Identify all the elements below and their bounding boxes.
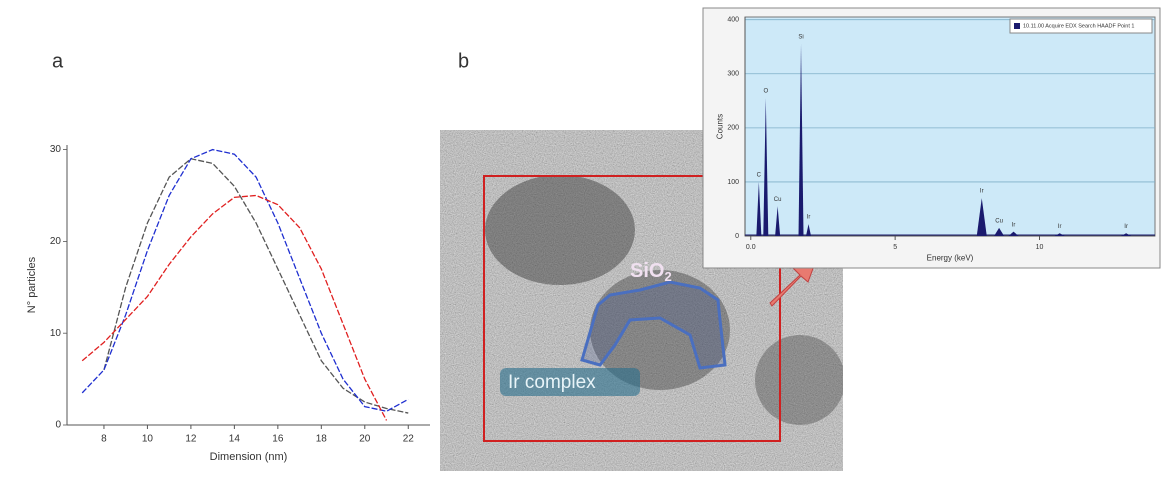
x-tick-label: 5	[893, 244, 897, 251]
peak	[763, 98, 769, 236]
x-tick-label: 12	[185, 434, 197, 445]
label-background	[500, 368, 640, 396]
x-axis-title: Energy (keV)	[927, 254, 974, 263]
peak-label: Ir	[1124, 224, 1128, 230]
peak-label: Cu	[995, 218, 1003, 224]
y-tick-label: 0	[55, 420, 61, 431]
panel-label: b	[458, 50, 469, 72]
particle	[755, 335, 843, 425]
peak	[976, 198, 987, 236]
peak	[994, 227, 1005, 236]
chart-a: 0 10 20 30 8 10 12 14 16 18 20 22 Dimension (nm) N° p…	[26, 144, 430, 463]
chart-b: 0 100 200 300 400 0.0 5 10 Energy (keV) Counts C O C…	[716, 17, 1155, 263]
legend-swatch	[1014, 23, 1020, 29]
peak	[806, 224, 812, 236]
peak-label: Ir	[1012, 222, 1016, 228]
y-tick-label: 300	[727, 71, 739, 78]
x-tick-label: 8	[101, 434, 107, 445]
peak-label: Cu	[774, 197, 782, 203]
x-tick-label: 10	[1036, 244, 1044, 251]
peak-label: Ir	[807, 215, 811, 221]
x-tick-label: 18	[316, 434, 328, 445]
y-tick-label: 10	[50, 328, 62, 339]
y-tick-label: 20	[50, 236, 62, 247]
sio2-label: SiO2	[630, 260, 672, 284]
sio2-outline	[580, 280, 727, 370]
selection-box	[483, 175, 781, 442]
y-tick-label: 200	[727, 125, 739, 132]
curve	[81, 194, 388, 421]
peak	[756, 181, 762, 236]
y-tick-label: 0	[735, 233, 739, 240]
panel-label: a	[52, 50, 64, 72]
x-tick-label: 16	[272, 434, 284, 445]
x-tick-label: 20	[359, 434, 371, 445]
inset-plot-area	[744, 16, 1156, 237]
x-tick-label: 10	[142, 434, 154, 445]
x-axis-title: Dimension (nm)	[210, 451, 288, 463]
legend-box	[1009, 18, 1153, 34]
ir-complex-label: Ir complex	[508, 372, 596, 393]
peak-label: Ir	[980, 189, 984, 195]
curve	[81, 148, 409, 412]
x-tick-label: 0.0	[746, 244, 756, 251]
y-axis-title: Counts	[716, 114, 725, 139]
peak-label: Si	[798, 35, 803, 41]
peak-label: C	[757, 173, 762, 179]
x-tick-label: 22	[403, 434, 415, 445]
x-tick-label: 14	[229, 434, 241, 445]
y-tick-label: 30	[50, 144, 62, 155]
particle	[485, 175, 635, 285]
peak-label: O	[763, 89, 768, 95]
peak	[775, 206, 781, 236]
y-axis-title: N° particles	[26, 256, 38, 313]
legend-label: 10.11.00 Acquire EDX Search HAADF Point …	[1023, 23, 1135, 29]
y-tick-label: 400	[727, 17, 739, 24]
y-tick-label: 100	[727, 179, 739, 186]
peak-label: Ir	[1058, 224, 1062, 230]
particle	[590, 270, 730, 390]
peak	[798, 44, 804, 237]
